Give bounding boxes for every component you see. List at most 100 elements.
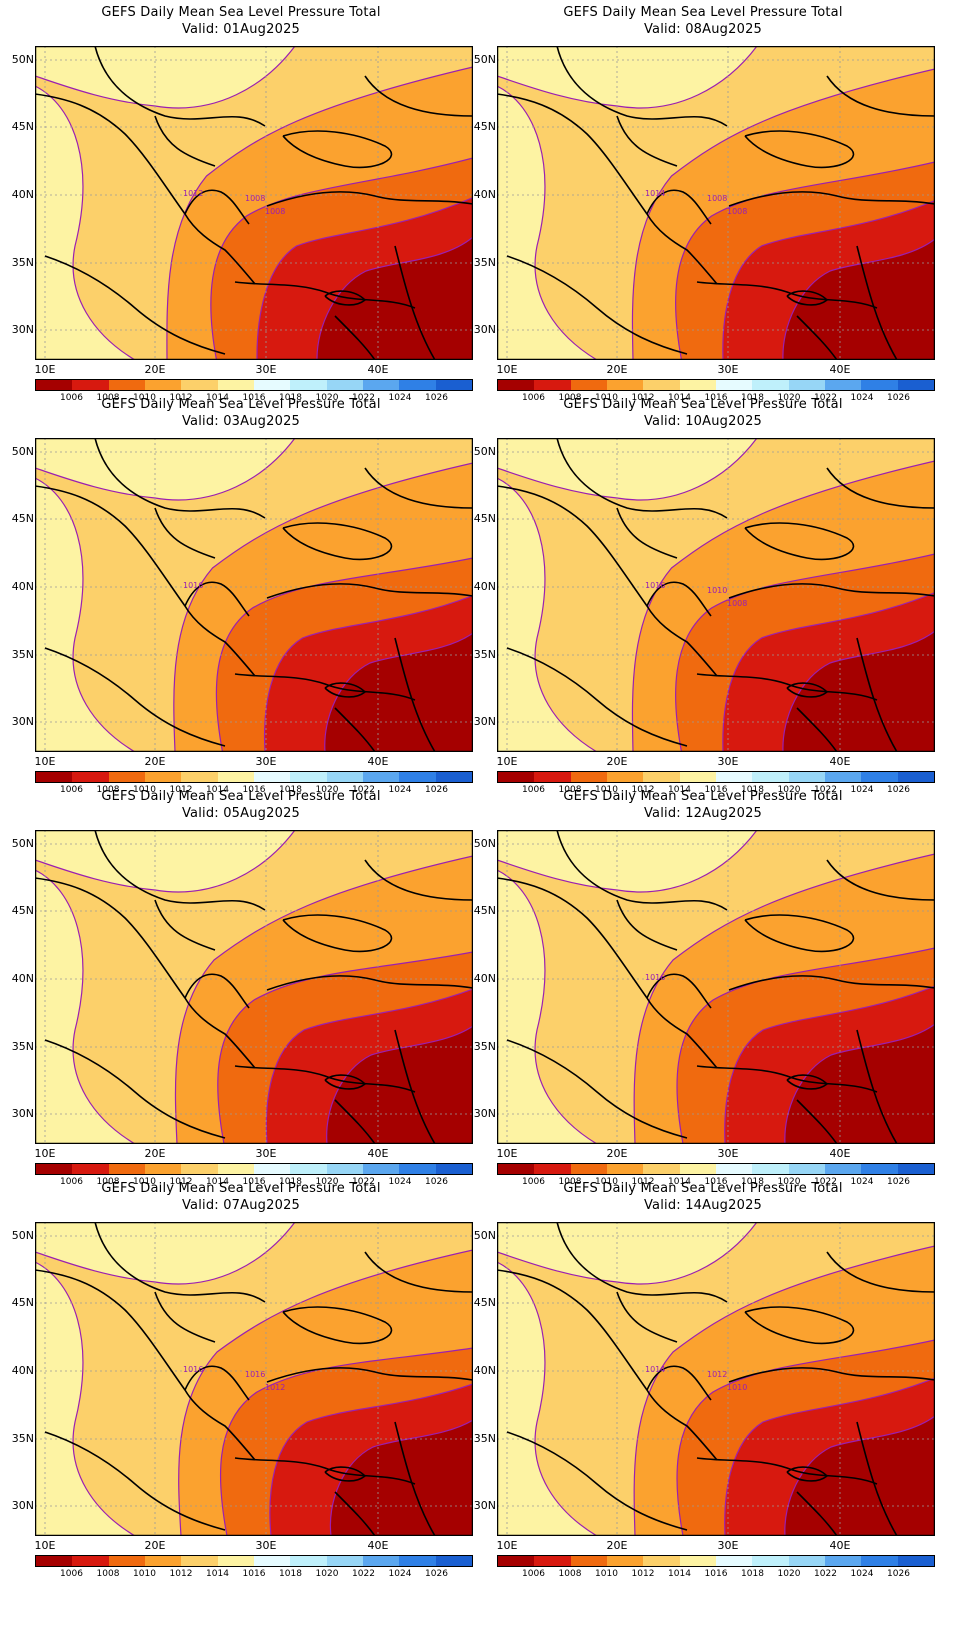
colorbar-label: 1012 — [631, 1177, 655, 1187]
colorbar-label: 1010 — [133, 1177, 156, 1187]
coastline — [44, 1431, 226, 1531]
coastline — [35, 1269, 256, 1461]
coastline — [856, 637, 898, 752]
coastline — [394, 637, 436, 752]
coastline — [334, 1491, 376, 1536]
colorbar-label: 1024 — [850, 393, 874, 403]
longitude-label: 20E — [606, 363, 628, 376]
colorbar-label: 1014 — [206, 785, 229, 795]
colorbar-segment — [570, 772, 607, 782]
colorbar-segment — [72, 380, 109, 390]
colorbar-label: 1010 — [133, 393, 156, 403]
colorbar-label: 1020 — [777, 1177, 801, 1187]
coastline — [744, 914, 855, 953]
panel-title: GEFS Daily Mean Sea Level Pressure Total — [563, 789, 843, 804]
colorbar-segment — [36, 772, 73, 782]
colorbar-segment — [824, 380, 862, 390]
pressure-map: 1014 1012 1010 — [497, 1222, 935, 1536]
coastline — [184, 1365, 250, 1401]
isobar-label: 1008 — [727, 599, 747, 608]
coastline — [44, 255, 226, 355]
colorbar-segment — [181, 1164, 218, 1174]
coastline — [44, 1039, 226, 1139]
colorbar-segment — [72, 1164, 109, 1174]
colorbar-segment — [643, 1556, 680, 1566]
colorbar-label: 1022 — [814, 785, 837, 795]
colorbar-label: 1026 — [425, 785, 448, 795]
coastline — [324, 1074, 367, 1090]
coastline — [234, 281, 416, 309]
colorbar-segment — [788, 380, 825, 390]
longitude-label: 30E — [255, 363, 277, 376]
coastline — [94, 1222, 266, 1303]
panel-title: GEFS Daily Mean Sea Level Pressure Total — [101, 5, 381, 20]
colorbar-segment — [362, 1556, 400, 1566]
colorbar-segment — [643, 772, 680, 782]
colorbar-segment — [534, 380, 571, 390]
coastline — [796, 1099, 838, 1144]
colorbar — [35, 771, 473, 783]
colorbar-label: 1016 — [704, 1569, 728, 1579]
coastline — [786, 1466, 829, 1482]
coastline — [184, 189, 250, 225]
colorbar-label: 1008 — [558, 393, 582, 403]
colorbar-segment — [534, 772, 571, 782]
longitude-label: 10E — [34, 1147, 56, 1160]
latitude-label: 45N — [473, 512, 496, 525]
latitude-label: 35N — [473, 1432, 496, 1445]
longitude-label: 20E — [144, 363, 166, 376]
latitude-label: 30N — [11, 1107, 34, 1120]
coastline — [324, 682, 367, 698]
colorbar-label: 1014 — [668, 393, 691, 403]
colorbar-segment — [399, 1164, 436, 1174]
colorbar-label: 1022 — [352, 785, 375, 795]
colorbar-label: 1020 — [315, 1177, 339, 1187]
colorbar — [497, 1555, 935, 1567]
coastline — [826, 467, 935, 509]
isobar-label: 1016 — [645, 581, 665, 590]
colorbar-segment — [498, 1556, 535, 1566]
latitude-label: 50N — [473, 837, 496, 850]
panel-valid-date: Valid: 07Aug2025 — [181, 1198, 301, 1213]
pressure-band — [35, 1261, 137, 1536]
map-panel: GEFS Daily Mean Sea Level Pressure Total… — [462, 0, 944, 410]
colorbar-segment — [326, 1164, 363, 1174]
colorbar-label: 1006 — [522, 1569, 545, 1579]
latitude-label: 30N — [473, 715, 496, 728]
map-svg: 1016 — [497, 830, 935, 1144]
latitude-label: 45N — [11, 904, 34, 917]
colorbar-label: 1012 — [169, 393, 193, 403]
isobar-label: 1008 — [245, 194, 265, 203]
longitude-label: 10E — [496, 1539, 518, 1552]
longitude-label: 10E — [496, 755, 518, 768]
colorbar-segment — [72, 772, 109, 782]
coastline — [364, 75, 473, 117]
panel-valid-date: Valid: 12Aug2025 — [643, 806, 763, 821]
latitude-label: 45N — [11, 120, 34, 133]
colorbar-label: 1022 — [814, 1177, 837, 1187]
isobar-label: 1008 — [707, 194, 727, 203]
coastline — [796, 707, 838, 752]
latitude-label: 40N — [11, 188, 34, 201]
longitude-label: 40E — [829, 363, 851, 376]
coastline — [35, 93, 256, 285]
coastline — [234, 1065, 416, 1093]
longitude-label: 40E — [367, 1147, 389, 1160]
colorbar-label: 1022 — [814, 1569, 837, 1579]
colorbar-label: 1018 — [741, 785, 764, 795]
coastline — [394, 245, 436, 360]
latitude-label: 50N — [11, 1229, 34, 1242]
coastline — [728, 191, 935, 207]
longitude-label: 20E — [606, 1147, 628, 1160]
colorbar-segment — [144, 772, 182, 782]
colorbar-segment — [534, 1164, 571, 1174]
colorbar-label: 1024 — [850, 1569, 874, 1579]
colorbar-segment — [399, 1556, 436, 1566]
colorbar-label: 1026 — [887, 393, 910, 403]
latitude-label: 40N — [11, 1364, 34, 1377]
colorbar-segment — [217, 1556, 254, 1566]
colorbar-segment — [643, 1164, 680, 1174]
colorbar-segment — [181, 772, 218, 782]
colorbar-segment — [606, 380, 644, 390]
